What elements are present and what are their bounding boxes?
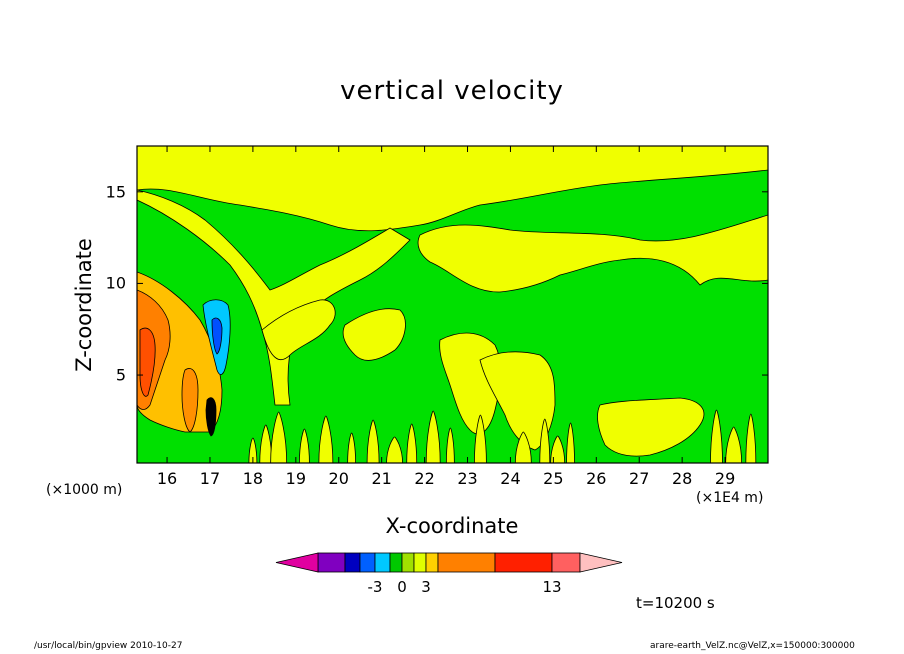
colorbar-segment bbox=[401, 552, 415, 573]
colorbar-segment bbox=[374, 552, 391, 573]
plot-frame bbox=[136, 145, 769, 464]
x-tick-label: 16 bbox=[156, 469, 178, 488]
x-tick-label: 23 bbox=[457, 469, 478, 488]
colorbar-segment bbox=[389, 552, 403, 573]
contour-finger bbox=[445, 427, 455, 463]
colorbar-segment bbox=[425, 552, 439, 573]
footer-right: arare-earth_VelZ.nc@VelZ,x=150000:300000 bbox=[650, 641, 855, 651]
contour-finger bbox=[474, 414, 487, 463]
contour-finger bbox=[248, 437, 258, 463]
colorbar-tick-label: 0 bbox=[397, 578, 407, 596]
contour-finger bbox=[386, 436, 403, 463]
contour-finger bbox=[270, 411, 288, 463]
contour-finger bbox=[347, 432, 357, 463]
contour-finger bbox=[710, 409, 723, 463]
contour-finger bbox=[514, 431, 532, 463]
y-tick-label: 5 bbox=[115, 365, 126, 385]
colorbar-segment bbox=[413, 552, 427, 573]
contour-finger bbox=[725, 426, 743, 463]
y-axis-label: Z-coordinate bbox=[72, 238, 96, 372]
time-label: t=10200 s bbox=[636, 594, 715, 612]
colorbar bbox=[275, 552, 623, 573]
x-tick-label: 26 bbox=[586, 469, 607, 488]
colorbar-right-arrow bbox=[579, 552, 623, 573]
contour-region-yellow-top bbox=[137, 146, 768, 232]
contour-region-black bbox=[205, 397, 217, 437]
contour-region-yellow-mid bbox=[342, 308, 406, 361]
contour-finger bbox=[299, 428, 310, 463]
x-tick-label: 17 bbox=[199, 469, 221, 488]
contour-finger bbox=[425, 410, 441, 463]
x-tick-label: 28 bbox=[671, 469, 693, 488]
x-unit-right: (×1E4 m) bbox=[696, 490, 764, 506]
contour-region-yellow-diagonal bbox=[137, 189, 411, 406]
x-tick-label: 24 bbox=[500, 469, 521, 488]
bottom-fingers bbox=[248, 409, 757, 463]
x-unit-left: (×1000 m) bbox=[46, 482, 123, 498]
colorbar-segment bbox=[317, 552, 346, 573]
colorbar-segment bbox=[494, 552, 553, 573]
x-tick-label: 20 bbox=[328, 469, 349, 488]
contour-region-blue bbox=[211, 317, 223, 355]
contour-finger bbox=[539, 418, 551, 463]
contour-finger bbox=[318, 415, 334, 463]
x-tick-label: 27 bbox=[629, 469, 650, 488]
x-tick-label: 21 bbox=[371, 469, 392, 488]
footer-left: /usr/local/bin/gpview 2010-10-27 bbox=[34, 641, 183, 651]
colorbar-tick-label: 3 bbox=[421, 578, 431, 596]
x-axis-label: X-coordinate bbox=[0, 514, 904, 538]
contour-region-yellow-bottom-right bbox=[597, 397, 705, 457]
x-tick-label: 22 bbox=[414, 469, 435, 488]
x-axis-label-text: X-coordinate bbox=[385, 514, 519, 538]
contour-region-yellow-upper-right bbox=[417, 214, 768, 293]
contour-finger bbox=[550, 435, 566, 463]
colorbar-segment bbox=[551, 552, 581, 573]
y-tick-label: 15 bbox=[105, 182, 126, 202]
colorbar-segment bbox=[359, 552, 376, 573]
colorbar-tick-label: 13 bbox=[542, 578, 562, 596]
x-tick-label: 29 bbox=[714, 469, 736, 488]
plot-area bbox=[137, 146, 768, 463]
contour-region-red bbox=[139, 327, 156, 397]
colorbar-segment bbox=[437, 552, 496, 573]
y-tick-label: 10 bbox=[105, 273, 126, 293]
contour-finger bbox=[366, 419, 380, 463]
colorbar-tick-label: -3 bbox=[367, 578, 383, 596]
axis-ticks bbox=[137, 146, 768, 463]
colorbar-left-arrow bbox=[275, 552, 319, 573]
colorbar-segment bbox=[344, 552, 361, 573]
contour-finger bbox=[406, 423, 418, 463]
x-tick-label: 18 bbox=[242, 469, 264, 488]
contour-region-orange-streak bbox=[181, 368, 199, 433]
contour-finger bbox=[566, 422, 575, 463]
chart-title: vertical velocity bbox=[340, 76, 564, 106]
x-tick-label: 19 bbox=[285, 469, 306, 488]
contour-region-yellow-mid-left bbox=[261, 299, 336, 360]
contour-finger bbox=[745, 413, 757, 463]
x-tick-label: 25 bbox=[543, 469, 564, 488]
